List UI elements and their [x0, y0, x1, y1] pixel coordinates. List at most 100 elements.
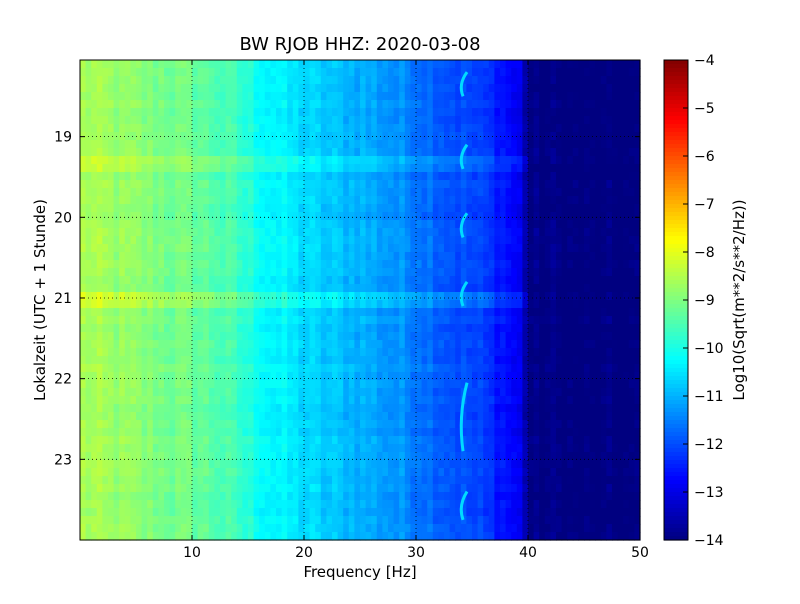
heatmap-cell: [130, 284, 137, 293]
heatmap-cell: [348, 196, 355, 205]
heatmap-cell: [416, 428, 423, 437]
heatmap-cell: [533, 164, 540, 173]
heatmap-cell: [360, 324, 367, 333]
heatmap-cell: [281, 340, 288, 349]
heatmap-cell: [343, 148, 350, 157]
heatmap-cell: [427, 340, 434, 349]
heatmap-cell: [438, 124, 445, 133]
heatmap-cell: [287, 108, 294, 117]
heatmap-cell: [488, 164, 495, 173]
heatmap-cell: [516, 172, 523, 181]
heatmap-cell: [96, 228, 103, 237]
heatmap-cell: [320, 356, 327, 365]
heatmap-cell: [460, 236, 467, 245]
heatmap-cell: [315, 236, 322, 245]
heatmap-cell: [214, 68, 221, 77]
heatmap-cell: [584, 92, 591, 101]
heatmap-cell: [410, 404, 417, 413]
heatmap-cell: [119, 332, 126, 341]
heatmap-cell: [556, 100, 563, 109]
heatmap-cell: [449, 204, 456, 213]
heatmap-cell: [298, 84, 305, 93]
heatmap-cell: [270, 404, 277, 413]
heatmap-cell: [416, 452, 423, 461]
heatmap-cell: [539, 356, 546, 365]
heatmap-cell: [253, 372, 260, 381]
heatmap-cell: [315, 196, 322, 205]
heatmap-cell: [488, 116, 495, 125]
heatmap-cell: [371, 84, 378, 93]
heatmap-cell: [617, 356, 624, 365]
heatmap-cell: [466, 140, 473, 149]
heatmap-cell: [320, 100, 327, 109]
heatmap-cell: [472, 244, 479, 253]
heatmap-cell: [259, 220, 266, 229]
heatmap-cell: [264, 212, 271, 221]
heatmap-cell: [108, 276, 115, 285]
heatmap-cell: [376, 84, 383, 93]
heatmap-cell: [158, 356, 165, 365]
heatmap-cell: [612, 316, 619, 325]
heatmap-cell: [259, 156, 266, 165]
heatmap-cell: [477, 348, 484, 357]
heatmap-cell: [516, 236, 523, 245]
heatmap-cell: [360, 156, 367, 165]
heatmap-cell: [253, 68, 260, 77]
heatmap-cell: [505, 228, 512, 237]
heatmap-cell: [348, 420, 355, 429]
heatmap-cell: [203, 308, 210, 317]
heatmap-cell: [550, 260, 557, 269]
heatmap-cell: [500, 188, 507, 197]
heatmap-cell: [248, 148, 255, 157]
heatmap-cell: [158, 436, 165, 445]
heatmap-cell: [511, 228, 518, 237]
heatmap-cell: [231, 388, 238, 397]
heatmap-cell: [180, 140, 187, 149]
heatmap-cell: [276, 68, 283, 77]
heatmap-cell: [186, 148, 193, 157]
heatmap-cell: [556, 300, 563, 309]
heatmap-cell: [472, 452, 479, 461]
heatmap-cell: [85, 228, 92, 237]
heatmap-cell: [427, 92, 434, 101]
heatmap-cell: [421, 212, 428, 221]
heatmap-cell: [438, 380, 445, 389]
heatmap-cell: [500, 420, 507, 429]
heatmap-cell: [348, 308, 355, 317]
heatmap-cell: [320, 348, 327, 357]
heatmap-cell: [119, 364, 126, 373]
heatmap-cell: [466, 364, 473, 373]
heatmap-cell: [332, 108, 339, 117]
heatmap-cell: [544, 100, 551, 109]
heatmap-cell: [522, 228, 529, 237]
heatmap-cell: [427, 316, 434, 325]
heatmap-cell: [309, 244, 316, 253]
heatmap-cell: [108, 388, 115, 397]
heatmap-cell: [528, 452, 535, 461]
heatmap-cell: [214, 204, 221, 213]
heatmap-cell: [376, 260, 383, 269]
heatmap-cell: [348, 132, 355, 141]
heatmap-cell: [612, 252, 619, 261]
heatmap-cell: [371, 324, 378, 333]
heatmap-cell: [528, 180, 535, 189]
heatmap-cell: [432, 132, 439, 141]
heatmap-cell: [108, 156, 115, 165]
heatmap-cell: [539, 388, 546, 397]
heatmap-cell: [343, 156, 350, 165]
heatmap-cell: [595, 204, 602, 213]
heatmap-cell: [164, 156, 171, 165]
heatmap-cell: [556, 164, 563, 173]
heatmap-cell: [108, 412, 115, 421]
heatmap-cell: [550, 284, 557, 293]
heatmap-cell: [304, 84, 311, 93]
heatmap-cell: [242, 148, 249, 157]
heatmap-cell: [309, 196, 316, 205]
heatmap-cell: [606, 156, 613, 165]
heatmap-cell: [264, 76, 271, 85]
heatmap-cell: [494, 324, 501, 333]
heatmap-cell: [617, 124, 624, 133]
heatmap-cell: [410, 172, 417, 181]
heatmap-cell: [382, 236, 389, 245]
heatmap-cell: [500, 316, 507, 325]
